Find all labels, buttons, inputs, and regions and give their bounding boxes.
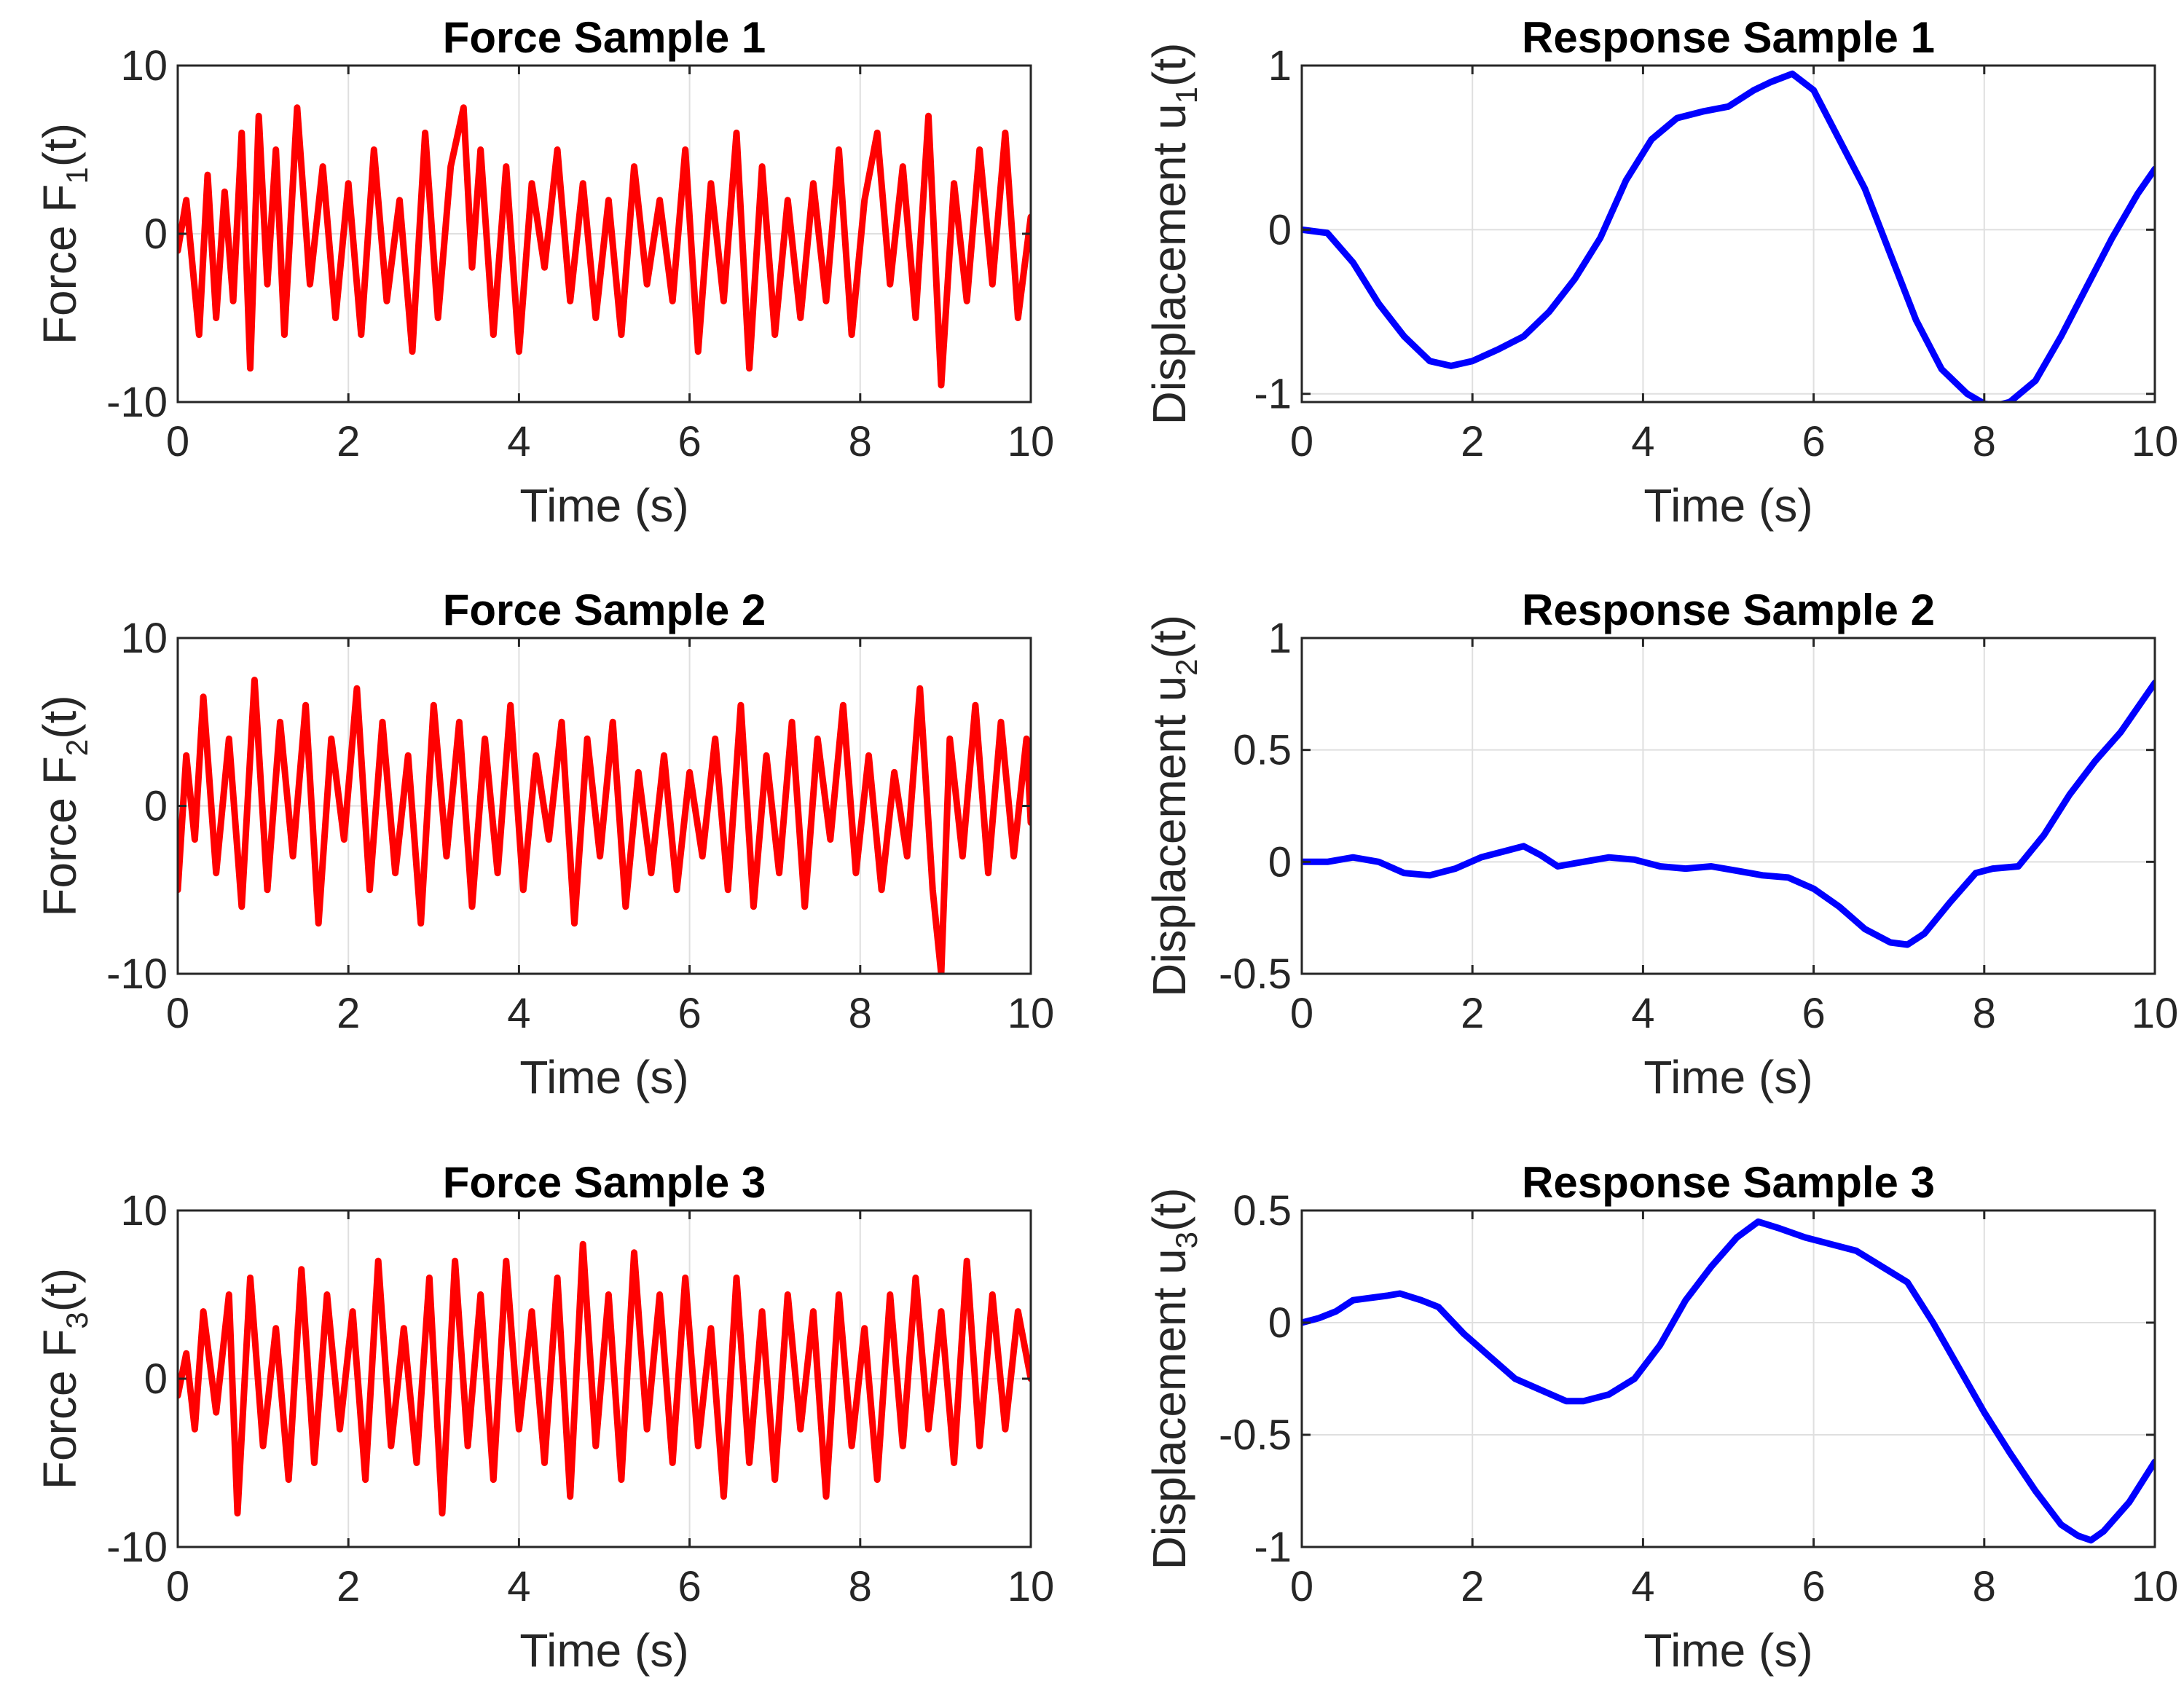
chart-title: Force Sample 1	[443, 13, 766, 62]
x-tick-label: 4	[507, 418, 530, 465]
x-axis-label: Time (s)	[519, 479, 688, 532]
y-tick-label: 0	[1268, 838, 1292, 886]
chart-title: Response Sample 2	[1522, 586, 1935, 634]
x-tick-label: 8	[1973, 990, 1996, 1037]
y-tick-label: 10	[120, 42, 168, 90]
axes-box	[1300, 1209, 2156, 1548]
series-line-1	[178, 1240, 1031, 1517]
x-tick-label: 6	[1802, 418, 1825, 465]
x-axis-label: Time (s)	[519, 1051, 688, 1103]
y-tick-label: -10	[106, 1524, 168, 1571]
x-tick-label: 2	[1461, 1563, 1484, 1610]
series-line-1	[178, 677, 1031, 974]
y-axis-label: Force F2(t)	[34, 695, 94, 916]
y-tick-label: 10	[120, 615, 168, 662]
y-tick-label: 1	[1268, 615, 1292, 662]
x-tick-label: 10	[1007, 418, 1055, 465]
x-tick-label: 0	[1290, 1563, 1313, 1610]
x-axis-label: Time (s)	[1643, 479, 1812, 532]
y-tick-label: -1	[1254, 371, 1292, 418]
x-axis-label: Time (s)	[1643, 1051, 1812, 1103]
x-axis-label: Time (s)	[1643, 1624, 1812, 1677]
x-tick-label: 8	[1973, 418, 1996, 465]
y-axis-label: Force F3(t)	[34, 1268, 94, 1489]
y-tick-label: -10	[106, 950, 168, 998]
y-tick-label: 0	[1268, 206, 1292, 253]
y-tick-label: -0.5	[1219, 950, 1292, 998]
axes-box	[1300, 64, 2156, 403]
x-tick-label: 10	[2132, 418, 2179, 465]
y-tick-label: 0	[144, 1355, 168, 1403]
x-tick-label: 6	[677, 1563, 701, 1610]
x-tick-label: 10	[1007, 990, 1055, 1037]
y-tick-label: 0.5	[1233, 727, 1292, 774]
series-line-1	[178, 104, 1031, 389]
x-tick-label: 2	[1461, 418, 1484, 465]
y-tick-label: 0	[144, 783, 168, 830]
x-tick-label: 4	[1631, 1563, 1654, 1610]
chart-title: Force Sample 3	[443, 1158, 766, 1207]
y-tick-label: 1	[1268, 42, 1292, 90]
x-tick-label: 8	[849, 418, 872, 465]
y-axis-label: Displacement u2(t)	[1143, 615, 1203, 997]
y-tick-label: -1	[1254, 1524, 1292, 1571]
chart-title: Force Sample 2	[443, 586, 766, 634]
x-tick-label: 10	[1007, 1563, 1055, 1610]
x-tick-label: 10	[2132, 1563, 2179, 1610]
plot-area	[1302, 1210, 2155, 1547]
x-tick-label: 4	[507, 990, 530, 1037]
x-tick-label: 6	[1802, 990, 1825, 1037]
y-axis-label: Displacement u1(t)	[1143, 43, 1203, 425]
plot-area	[1302, 66, 2155, 402]
y-tick-label: -10	[106, 379, 168, 426]
x-tick-label: 6	[677, 990, 701, 1037]
x-tick-label: 0	[166, 990, 189, 1037]
x-tick-label: 2	[337, 990, 360, 1037]
x-tick-label: 0	[1290, 418, 1313, 465]
x-tick-label: 8	[849, 990, 872, 1037]
x-tick-label: 0	[166, 418, 189, 465]
chart-title: Response Sample 1	[1522, 13, 1935, 62]
x-axis-label: Time (s)	[519, 1624, 688, 1677]
x-tick-label: 4	[1631, 418, 1654, 465]
series-line-1	[1302, 70, 2155, 402]
axes-box	[1300, 637, 2156, 975]
series-line-1	[1302, 680, 2155, 948]
y-tick-label: 0.5	[1233, 1187, 1292, 1235]
y-tick-label: 0	[1268, 1299, 1292, 1347]
x-tick-label: 2	[337, 1563, 360, 1610]
x-tick-label: 8	[1973, 1563, 1996, 1610]
x-tick-label: 0	[166, 1563, 189, 1610]
y-tick-label: -0.5	[1219, 1412, 1292, 1459]
x-tick-label: 4	[1631, 990, 1654, 1037]
y-axis-label: Force F1(t)	[34, 123, 94, 345]
x-tick-label: 6	[677, 418, 701, 465]
chart-title: Response Sample 3	[1522, 1158, 1935, 1207]
series-line-1	[1302, 1218, 2155, 1544]
y-axis-label: Displacement u3(t)	[1143, 1188, 1203, 1570]
y-tick-label: 10	[120, 1187, 168, 1235]
x-tick-label: 0	[1290, 990, 1313, 1037]
x-tick-label: 2	[1461, 990, 1484, 1037]
plot-area	[1302, 638, 2155, 974]
chart-panel-6: 0 2 4 6 8 10 -1 -0.5 0 0.5 Response Sample 3 Time (…	[1143, 1158, 2178, 1677]
x-tick-label: 10	[2132, 990, 2179, 1037]
x-tick-label: 8	[849, 1563, 872, 1610]
x-tick-label: 4	[507, 1563, 530, 1610]
x-tick-label: 2	[337, 418, 360, 465]
x-tick-label: 6	[1802, 1563, 1825, 1610]
y-tick-label: 0	[144, 210, 168, 258]
